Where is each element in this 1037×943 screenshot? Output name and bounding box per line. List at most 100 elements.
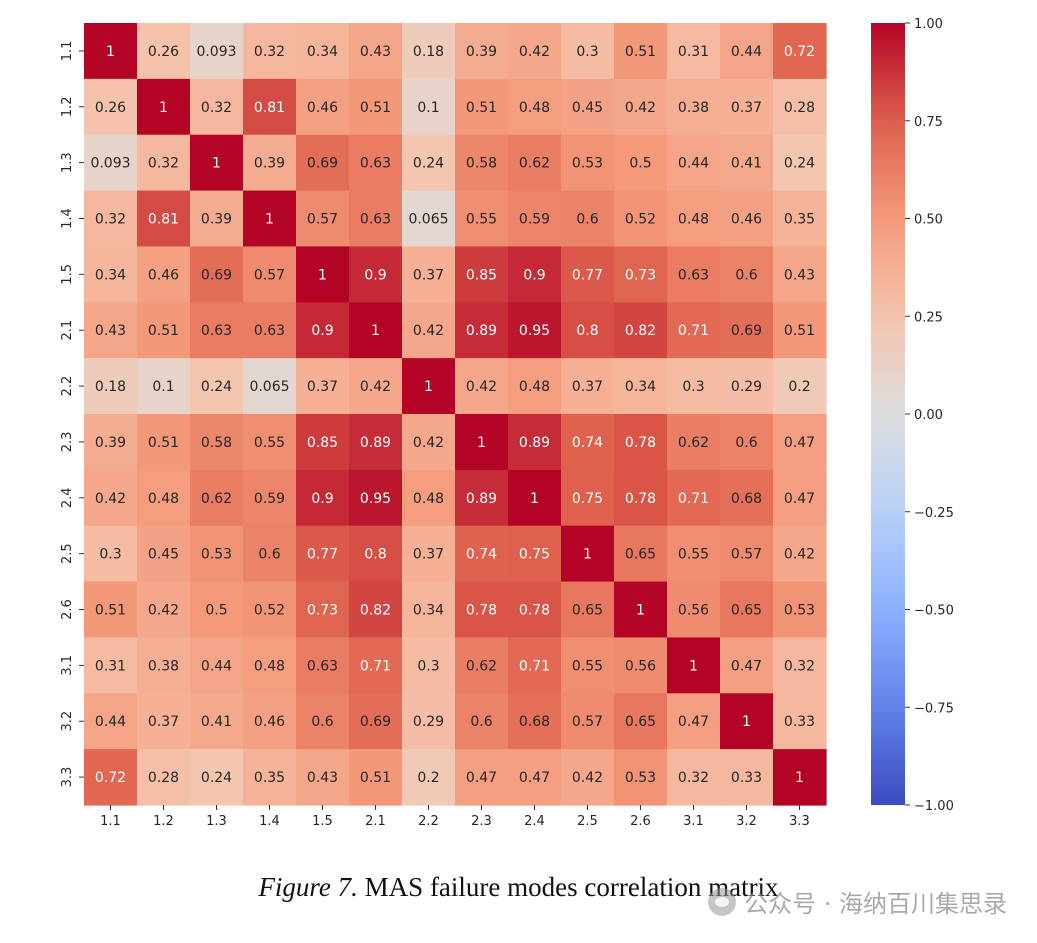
heatmap-cell-3.3-1.1: [84, 749, 138, 806]
cell-value-label: 0.32: [784, 658, 815, 674]
colorbar-ticks: 1.00 0.75 0.50 0.25 0.00 −0.25 −0.50 −0.75 −1.00: [905, 17, 954, 814]
heatmap-cell-1.3-3.2: [720, 134, 774, 192]
heatmap-cell-3.1-2.2: [402, 637, 456, 694]
heatmap-cell-1.4-1.4: [243, 190, 297, 248]
heatmap-cell-2.6-2.4: [508, 581, 562, 639]
cell-value-label: 0.89: [466, 323, 497, 339]
heatmap-cell-3.2-1.4: [243, 693, 297, 750]
x-tick-label: 2.4: [524, 814, 545, 829]
x-tick-label: 3.3: [789, 814, 810, 829]
cell-value-label: 0.43: [95, 323, 126, 339]
cell-value-label: 0.69: [731, 323, 762, 339]
cell-value-label: 0.3: [417, 658, 439, 674]
heatmap-cell-2.5-3.2: [720, 525, 774, 583]
cell-value-label: 0.35: [784, 212, 815, 228]
heatmap-cell-2.5-3.3: [773, 525, 827, 583]
cell-value-label: 0.42: [519, 44, 550, 60]
heatmap-cell-2.1-1.1: [84, 302, 138, 359]
cell-value-label: 0.29: [413, 714, 444, 730]
y-tick-label: 1.5: [60, 264, 75, 285]
heatmap-cell-2.5-1.3: [190, 525, 244, 583]
heatmap-cell-1.2-1.2: [137, 78, 191, 136]
heatmap-cell-3.1-2.4: [508, 637, 562, 694]
cell-value-label: 0.53: [784, 603, 815, 619]
heatmap-cell-3.2-3.3: [773, 693, 827, 750]
cell-value-label: 0.093: [196, 44, 236, 60]
heatmap-cell-1.5-1.4: [243, 246, 297, 303]
cell-value-label: 0.63: [254, 323, 285, 339]
watermark-text: 公众号 · 海纳百川集思录: [744, 890, 1007, 918]
cell-value-label: 1: [477, 435, 486, 451]
cell-value-label: 1: [212, 156, 221, 172]
heatmap-cell-2.4-3.2: [720, 469, 774, 527]
cell-value-label: 0.73: [625, 267, 656, 283]
heatmap-cell-1.1-2.6: [614, 23, 668, 80]
heatmap-cell-2.3-2.4: [508, 414, 562, 471]
y-tick-label: 1.3: [60, 152, 75, 173]
cell-value-label: 0.33: [731, 770, 762, 786]
cell-value-label: 0.65: [625, 547, 656, 563]
cell-value-label: 0.44: [201, 658, 232, 674]
cell-value-label: 0.41: [731, 156, 762, 172]
cell-value-label: 0.56: [625, 658, 656, 674]
heatmap-cell-1.2-3.2: [720, 78, 774, 136]
cell-value-label: 0.57: [307, 212, 338, 228]
heatmap-cell-3.1-1.2: [137, 637, 191, 694]
heatmap-cell-1.3-2.2: [402, 134, 456, 192]
cell-value-label: 0.42: [466, 379, 497, 395]
cell-value-label: 0.32: [95, 212, 126, 228]
cell-value-label: 0.37: [413, 547, 444, 563]
heatmap-cell-1.3-1.5: [296, 134, 350, 192]
cell-value-label: 0.38: [678, 100, 709, 116]
heatmap-cell-1.2-2.2: [402, 78, 456, 136]
heatmap-cell-3.2-1.3: [190, 693, 244, 750]
cell-value-label: 0.51: [360, 100, 391, 116]
heatmap-cell-1.1-2.1: [349, 23, 403, 80]
heatmap-cell-1.1-1.2: [137, 23, 191, 80]
cell-value-label: 0.69: [201, 267, 232, 283]
cell-value-label: 0.42: [95, 491, 126, 507]
cell-value-label: 0.51: [784, 323, 815, 339]
heatmap-cell-2.4-2.4: [508, 469, 562, 527]
colorbar-tick-label: −0.50: [914, 604, 954, 619]
heatmap-cell-3.3-1.4: [243, 749, 297, 806]
cell-value-label: 0.59: [519, 212, 550, 228]
x-tick-label: 1.3: [206, 814, 227, 829]
cell-value-label: 0.71: [678, 491, 709, 507]
heatmap-cell-2.3-1.5: [296, 414, 350, 471]
cell-value-label: 0.46: [731, 212, 762, 228]
cell-value-label: 0.44: [678, 156, 709, 172]
cell-value-label: 0.89: [519, 435, 550, 451]
cell-value-label: 0.58: [201, 435, 232, 451]
heatmap-cell-1.3-2.6: [614, 134, 668, 192]
cell-value-label: 0.89: [466, 491, 497, 507]
heatmap-cell-1.4-1.1: [84, 190, 138, 248]
y-tick-label: 2.2: [60, 376, 75, 397]
x-tick-label: 1.2: [153, 814, 174, 829]
cell-value-label: 0.55: [254, 435, 285, 451]
heatmap-cell-1.2-2.3: [455, 78, 509, 136]
heatmap-cell-1.4-3.2: [720, 190, 774, 248]
y-tick-label: 3.2: [60, 711, 75, 732]
heatmap-cell-1.5-1.5: [296, 246, 350, 303]
cell-value-label: 1: [318, 267, 327, 283]
cell-value-label: 0.68: [731, 491, 762, 507]
cell-value-label: 0.34: [307, 44, 338, 60]
cell-value-label: 0.32: [254, 44, 285, 60]
x-tick-label: 2.1: [365, 814, 386, 829]
heatmap-cell-2.2-2.3: [455, 358, 509, 415]
cell-value-label: 0.6: [311, 714, 333, 730]
heatmap-cell-3.2-2.3: [455, 693, 509, 750]
cell-value-label: 0.52: [625, 212, 656, 228]
cell-value-label: 0.78: [466, 603, 497, 619]
heatmap-cell-2.2-1.4: [243, 358, 297, 415]
cell-value-label: 0.44: [95, 714, 126, 730]
heatmap-cell-2.2-1.2: [137, 358, 191, 415]
y-tick-label: 1.4: [60, 208, 75, 229]
cell-value-label: 0.81: [148, 212, 179, 228]
colorbar-tick-label: 0.75: [914, 115, 943, 130]
heatmap-cell-3.1-1.1: [84, 637, 138, 694]
cell-value-label: 0.47: [784, 491, 815, 507]
heatmap-cell-2.2-2.5: [561, 358, 615, 415]
